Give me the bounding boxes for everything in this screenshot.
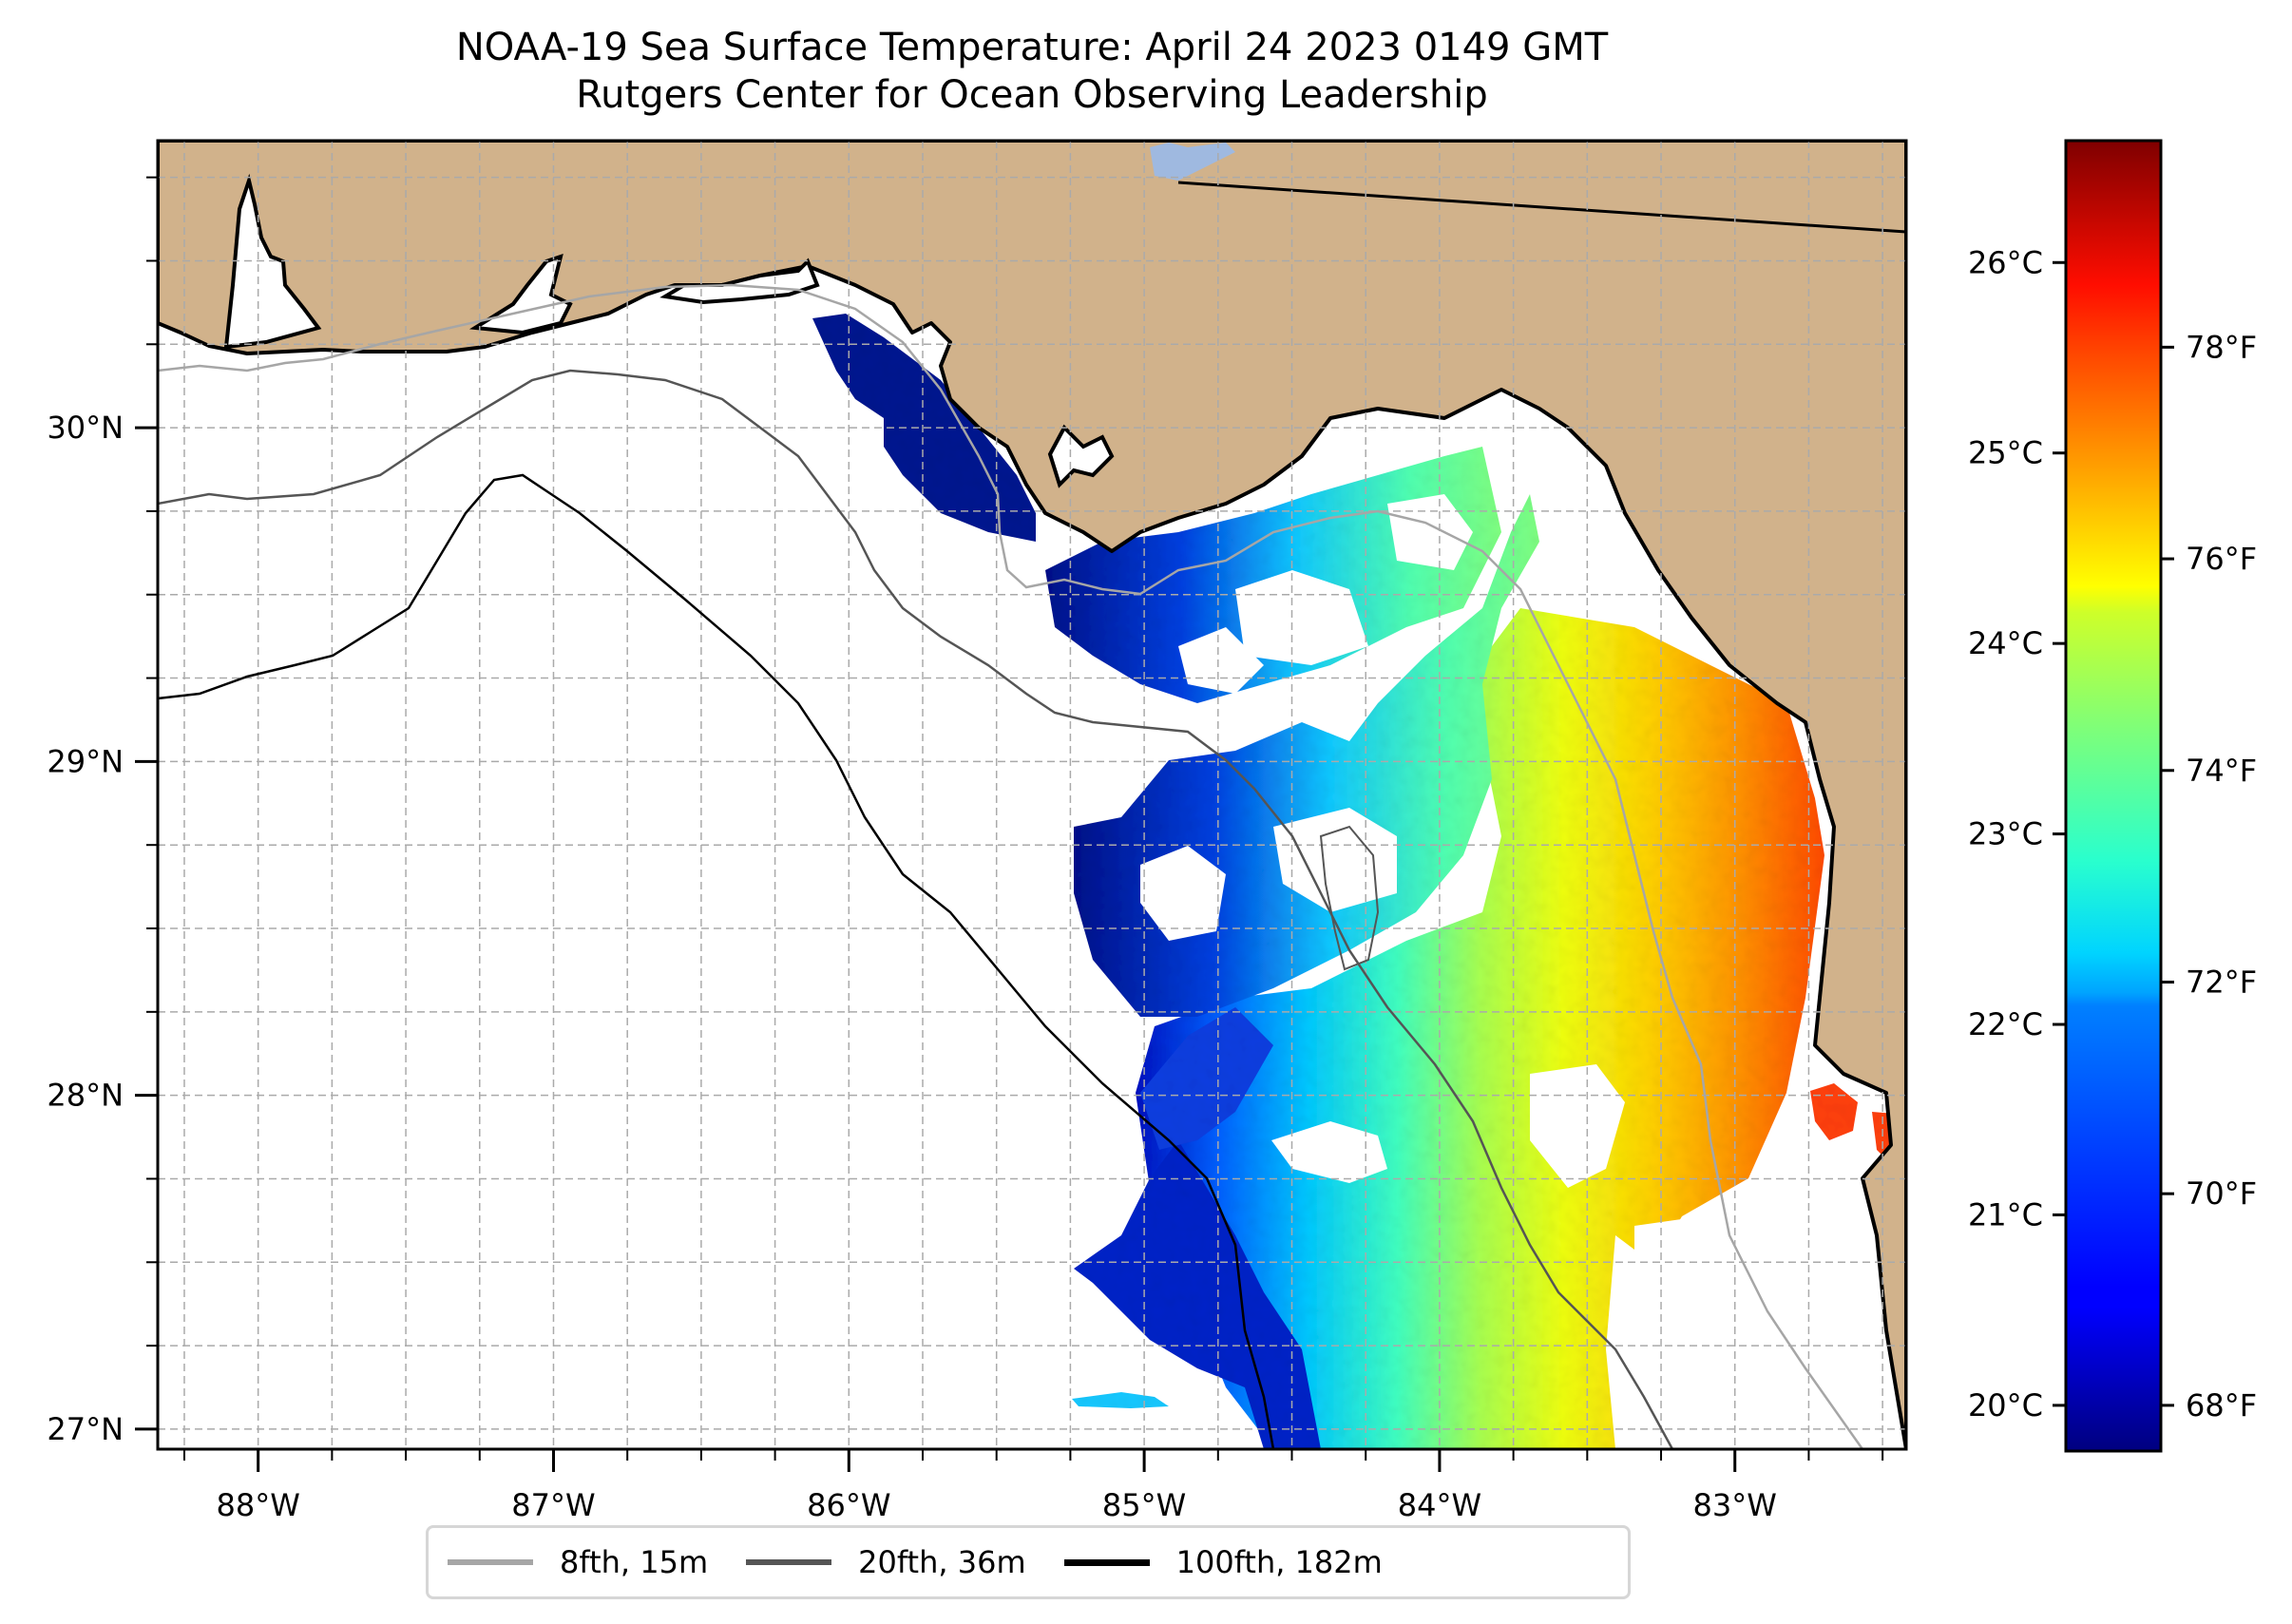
- map-plot-area: [158, 141, 1906, 1449]
- colorbar-f-label: 78°F: [2186, 329, 2257, 365]
- contour-8fth: [158, 283, 1864, 1449]
- colorbar-c-label: 23°C: [1968, 816, 2043, 852]
- colorbar-f-label: 72°F: [2186, 964, 2257, 1000]
- x-tick-label: 84°W: [1398, 1487, 1481, 1523]
- mobile-bay: [223, 173, 322, 350]
- legend-label-20fth: 20fth, 36m: [858, 1544, 1026, 1580]
- colorbar-c-label: 25°C: [1968, 435, 2043, 471]
- contour-20fth: [158, 369, 1674, 1449]
- colorbar-c-label: 21°C: [1968, 1196, 2043, 1232]
- contour-legend: 8fth, 15m 20fth, 36m 100fth, 182m: [426, 1525, 1631, 1599]
- x-tick-label: 83°W: [1693, 1487, 1777, 1523]
- x-tick-label: 88°W: [216, 1487, 299, 1523]
- colorbar-c-label: 20°C: [1968, 1387, 2043, 1423]
- y-tick-label: 29°N: [47, 743, 124, 779]
- contour-100fth: [158, 473, 1275, 1449]
- x-tick-label: 87°W: [511, 1487, 595, 1523]
- state-border: [1177, 181, 1906, 234]
- contour-shoals: [1319, 825, 1380, 971]
- colorbar-c-label: 24°C: [1968, 625, 2043, 661]
- apalachicola-bay: [1047, 424, 1115, 488]
- y-tick-label: 27°N: [47, 1411, 124, 1447]
- x-axis: 88°W 87°W 86°W 85°W 84°W 83°W: [182, 1449, 1884, 1523]
- x-tick-label: 86°W: [807, 1487, 890, 1523]
- colorbar-c-label: 26°C: [1968, 244, 2043, 280]
- legend-swatch-20fth: [746, 1559, 832, 1565]
- legend-label-8fth: 8fth, 15m: [560, 1544, 709, 1580]
- sst-region-southwest-patch: [1140, 1007, 1273, 1150]
- y-axis: 27°N 28°N 29°N 30°N: [47, 176, 158, 1447]
- map-frame: [156, 139, 1908, 1451]
- legend-swatch-8fth: [448, 1559, 533, 1565]
- colorbar: [2064, 139, 2163, 1453]
- sst-region-southwest-cold: [1074, 1140, 1321, 1449]
- legend-item-8fth: 8fth, 15m: [429, 1544, 708, 1580]
- legend-item-100fth: 100fth, 182m: [1026, 1544, 1383, 1580]
- pensacola-bay: [468, 253, 573, 335]
- legend-item-20fth: 20fth, 36m: [708, 1544, 1026, 1580]
- x-tick-label: 85°W: [1102, 1487, 1186, 1523]
- gridlines: [158, 141, 1906, 1449]
- colorbar-celsius-axis: 20°C 21°C 22°C 23°C 24°C 25°C 26°C: [1968, 244, 2066, 1423]
- y-tick-label: 28°N: [47, 1078, 124, 1114]
- mobile-delta-water: [1150, 143, 1235, 181]
- chart-subtitle: Rutgers Center for Ocean Observing Leade…: [576, 73, 1488, 117]
- legend-label-100fth: 100fth, 182m: [1175, 1544, 1383, 1580]
- colorbar-f-label: 68°F: [2186, 1387, 2257, 1423]
- colorbar-f-label: 74°F: [2186, 753, 2257, 789]
- colorbar-c-label: 22°C: [1968, 1006, 2043, 1042]
- colorbar-fahrenheit-axis: 68°F 70°F 72°F 74°F 76°F 78°F: [2161, 329, 2257, 1423]
- sst-region-keys-warm: [1810, 1083, 1902, 1164]
- colorbar-f-label: 76°F: [2186, 541, 2257, 577]
- chart-title: NOAA-19 Sea Surface Temperature: April 2…: [455, 26, 1609, 69]
- legend-swatch-100fth: [1063, 1558, 1150, 1566]
- y-tick-label: 30°N: [47, 410, 124, 446]
- colorbar-f-label: 70°F: [2186, 1175, 2257, 1212]
